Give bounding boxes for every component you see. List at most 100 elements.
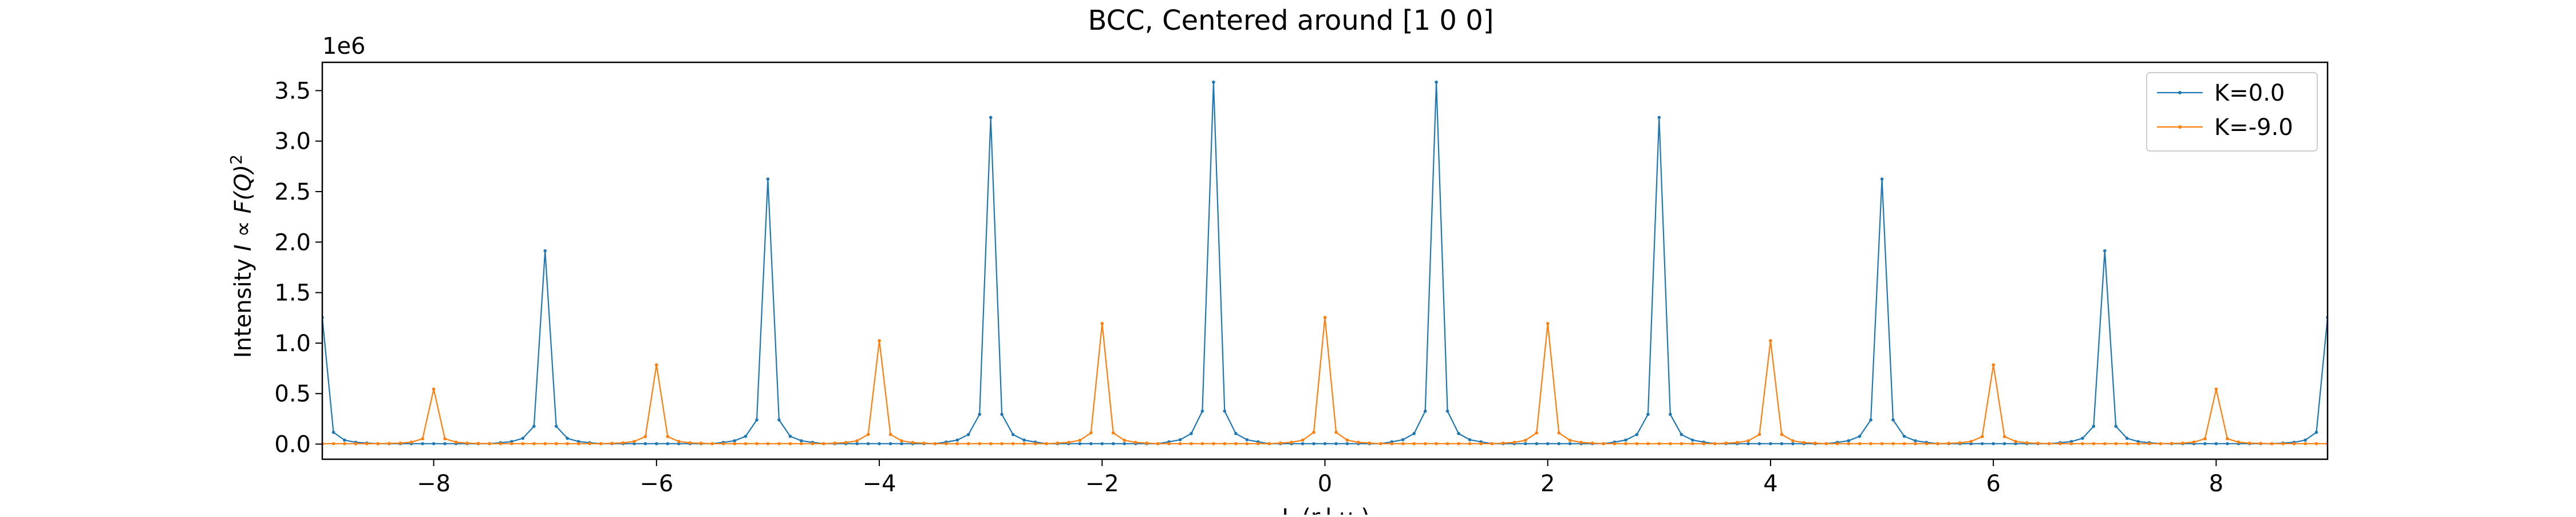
data-point: [354, 442, 358, 446]
data-point: [1100, 442, 1104, 446]
x-tick-label: 2: [1540, 471, 1555, 497]
data-point: [1457, 432, 1460, 435]
data-point: [1368, 441, 1372, 445]
data-point: [1379, 442, 1382, 446]
y-tick-label: 2.5: [274, 179, 311, 205]
data-point: [510, 442, 513, 446]
data-point: [1401, 438, 1405, 442]
data-point: [432, 442, 436, 446]
data-point: [2248, 442, 2251, 445]
x-axis-ticks: −8 −6 −4 −2 0 2 4 6 8: [417, 459, 2223, 497]
data-point: [1992, 363, 1995, 367]
data-point: [922, 442, 926, 445]
data-point: [1045, 442, 1048, 446]
data-point: [699, 442, 703, 445]
data-point: [2304, 442, 2307, 446]
data-point: [2014, 440, 2017, 443]
data-point: [978, 442, 981, 446]
data-point: [1769, 442, 1772, 446]
data-point: [488, 442, 491, 446]
data-point: [576, 442, 580, 446]
data-point: [1657, 116, 1661, 120]
data-point: [1690, 442, 1694, 446]
data-point: [666, 442, 670, 446]
data-point: [1390, 442, 1394, 446]
data-point: [1000, 412, 1003, 416]
data-point: [1702, 442, 1705, 446]
legend-label-k-9: K=-9.0: [2214, 114, 2293, 141]
data-point: [1323, 316, 1327, 319]
data-point: [2047, 442, 2051, 446]
data-point: [566, 442, 569, 446]
data-point: [1100, 321, 1104, 325]
data-point: [2103, 249, 2107, 253]
data-point: [1234, 442, 1238, 446]
data-point: [2214, 442, 2218, 446]
data-point: [788, 442, 792, 446]
data-point: [1914, 442, 1917, 446]
data-point: [1535, 431, 1539, 435]
data-point: [2125, 442, 2129, 446]
data-point: [1223, 442, 1227, 446]
data-point: [2270, 442, 2274, 446]
data-point: [1190, 442, 1193, 446]
data-point: [1200, 409, 1204, 413]
data-point: [1423, 442, 1427, 446]
data-point: [331, 431, 335, 434]
data-point: [733, 439, 736, 443]
data-point: [1869, 442, 1872, 446]
data-point: [822, 442, 825, 446]
data-point: [465, 442, 469, 445]
data-point: [1212, 80, 1215, 84]
data-point: [1022, 438, 1026, 442]
data-point: [1334, 442, 1338, 446]
data-point: [599, 442, 603, 446]
data-point: [2136, 442, 2140, 446]
data-point: [499, 442, 503, 446]
data-point: [2259, 442, 2262, 446]
data-point: [1435, 442, 1438, 446]
data-point: [2214, 387, 2218, 391]
data-point: [1969, 442, 1973, 446]
data-point: [888, 442, 892, 446]
data-point: [1780, 442, 1784, 446]
data-point: [1412, 432, 1416, 435]
data-point: [2092, 442, 2096, 446]
y-tick-label: 3.0: [274, 129, 311, 155]
data-point: [2103, 442, 2107, 446]
data-point: [1502, 442, 1505, 445]
data-point: [343, 442, 346, 446]
data-point: [1423, 409, 1427, 413]
data-point: [1145, 442, 1148, 445]
data-point: [855, 442, 859, 446]
data-point: [1858, 442, 1862, 446]
legend-marker-k0: [2178, 91, 2182, 94]
data-point: [933, 442, 937, 446]
data-point: [2226, 442, 2229, 446]
data-point: [1680, 442, 1684, 446]
data-point: [2036, 442, 2040, 445]
data-point: [532, 442, 536, 446]
data-point: [1646, 412, 1650, 416]
data-point: [655, 442, 658, 446]
data-point: [1301, 442, 1305, 446]
data-point: [1791, 439, 1795, 443]
data-point: [1747, 439, 1750, 443]
data-point: [543, 442, 547, 446]
data-point: [1445, 442, 1449, 446]
data-point: [655, 363, 658, 367]
y-tick-label: 2.0: [274, 229, 311, 256]
data-point: [1980, 435, 1984, 439]
data-point: [1524, 439, 1527, 442]
data-point: [365, 442, 369, 446]
x-tick-label: −6: [639, 471, 673, 497]
data-point: [1323, 442, 1327, 446]
data-point: [677, 440, 681, 443]
series-1: [322, 316, 2328, 446]
data-point: [1690, 438, 1694, 442]
data-point: [1312, 431, 1315, 434]
y-axis-label: Intensity I ∝ F(Q)2: [227, 154, 256, 358]
legend-label-k0: K=0.0: [2214, 80, 2285, 106]
data-point: [621, 441, 625, 445]
data-point: [1880, 177, 1884, 181]
